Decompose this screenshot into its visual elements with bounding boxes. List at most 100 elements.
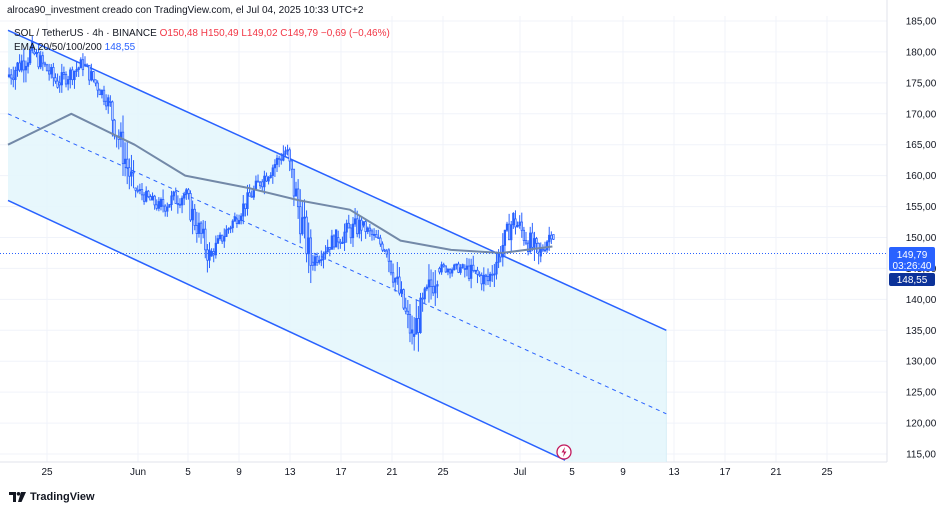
candle-body [552,234,555,240]
time-tick-label: 25 [437,467,449,478]
candle-body [332,235,336,248]
candle [96,80,99,98]
candle-body [324,251,327,255]
tradingview-logo[interactable]: TradingView [9,491,95,503]
candle-body [368,227,372,232]
time-tick-label: 25 [41,467,53,478]
candle [282,145,285,162]
ohlc-close: C149,79 [280,28,319,39]
candle-body [229,227,232,230]
candle [155,199,158,211]
ema-line[interactable] [7,112,553,254]
candle-body [501,244,504,258]
candle-body [364,221,367,232]
candle [79,57,82,69]
candle [128,158,131,190]
candle [136,185,139,194]
candle-body [427,279,431,288]
candle [372,228,376,241]
candle [187,188,190,200]
ema-polyline[interactable] [7,112,553,254]
candle-body [197,222,201,234]
candle [389,260,393,276]
candle [535,236,538,254]
candle [425,284,428,292]
candle [491,265,494,282]
price-tick-label: 175,00 [906,78,937,89]
candle-body [178,203,182,206]
candle [240,213,243,225]
candle [476,266,479,284]
channel-middle-line[interactable] [7,113,667,415]
price-tick-label: 155,00 [906,202,937,213]
candle [275,154,279,173]
candle [398,267,401,296]
candle [358,216,361,239]
symbol-legend[interactable]: SOL / TetherUS · 4h · BINANCE O150,48 H1… [14,28,390,39]
channel-lower-line[interactable] [7,199,566,461]
candle-body [488,273,492,282]
price-scale[interactable]: 190,00185,00180,00175,00170,00165,00160,… [906,0,937,461]
time-scale[interactable]: 25 Jun 5 9 13 17 21 25 Jul 5 9 13 17 21 25 [41,467,833,478]
candle [524,231,528,246]
candle-body [470,264,473,279]
candle-body [214,242,217,256]
candle-body [463,268,466,270]
candle-body [263,175,266,188]
channel-upper-line[interactable] [7,29,667,331]
candle [214,235,217,259]
candle [151,192,154,201]
candle-body [543,249,547,252]
candle-body [31,41,34,51]
candle [199,221,203,244]
candle-body [269,175,272,178]
candle-body [265,175,268,182]
candle [315,252,319,266]
candle-body [524,240,528,244]
tradingview-logo-icon [9,492,26,502]
candle [66,75,70,91]
candle [474,269,477,275]
candle-body [134,187,137,191]
candle [537,242,540,265]
alert-icon[interactable] [556,444,572,460]
candle-body [328,246,331,250]
ema-legend[interactable]: EMA 20/50/100/200 148,55 [14,42,135,53]
candle [235,214,239,228]
candle [121,115,125,176]
price-tick-label: 170,00 [906,109,937,120]
candle [183,191,186,206]
candle-body [10,74,13,79]
candle-body [216,238,220,244]
candle-body [132,171,135,174]
candle [341,236,344,244]
candle [448,268,452,279]
candle [299,189,302,244]
candle [22,48,25,83]
candle-body [170,195,173,205]
ema-label[interactable]: EMA 20/50/100/200 [14,42,102,53]
candle-body [273,164,277,169]
candle-body [372,234,376,236]
candle-body [73,70,76,81]
candle-body [459,267,462,273]
candle [250,190,253,198]
candle [195,211,198,243]
candle [360,216,363,242]
time-tick-label: 9 [236,467,242,478]
candle [92,71,95,83]
candle [58,75,61,93]
candle [303,199,306,239]
candle [290,159,293,179]
candle-body [299,206,302,235]
candle [138,183,142,195]
candle [161,189,165,213]
candle [29,46,32,65]
symbol-title[interactable]: SOL / TetherUS · 4h · BINANCE [14,28,157,39]
candle-body [514,218,517,228]
candle [204,220,207,259]
price-tick-label: 150,00 [906,233,937,244]
candle [280,152,283,165]
candle [379,234,382,247]
